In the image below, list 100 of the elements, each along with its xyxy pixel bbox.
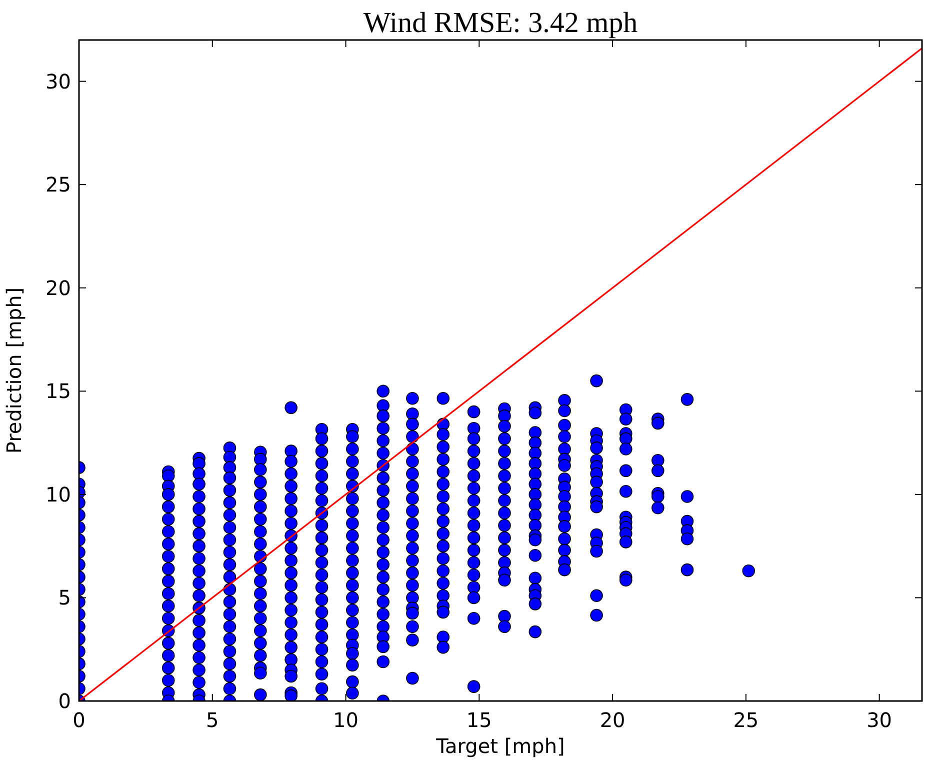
point bbox=[254, 600, 267, 612]
point bbox=[315, 469, 328, 482]
point bbox=[528, 436, 542, 450]
point bbox=[498, 544, 511, 557]
point bbox=[346, 516, 359, 530]
point bbox=[192, 564, 206, 578]
point bbox=[467, 612, 480, 625]
point bbox=[742, 564, 755, 578]
point bbox=[558, 459, 571, 472]
point bbox=[680, 393, 694, 406]
point bbox=[315, 642, 328, 656]
point bbox=[467, 568, 480, 582]
point bbox=[376, 608, 390, 621]
y-tick-label: 30 bbox=[46, 69, 71, 94]
point bbox=[590, 544, 603, 558]
point bbox=[346, 492, 359, 505]
point bbox=[162, 574, 175, 588]
point bbox=[223, 570, 236, 584]
point bbox=[223, 632, 236, 646]
point bbox=[680, 563, 694, 576]
point bbox=[558, 563, 571, 576]
x-axis-title: Target [mph] bbox=[435, 734, 565, 758]
point bbox=[284, 516, 298, 530]
point bbox=[406, 430, 419, 443]
point bbox=[284, 640, 298, 654]
point bbox=[467, 444, 480, 458]
point bbox=[192, 626, 206, 640]
y-tick-label: 5 bbox=[58, 586, 71, 610]
point bbox=[436, 540, 450, 552]
point bbox=[192, 552, 206, 565]
point bbox=[223, 546, 236, 559]
point bbox=[376, 399, 390, 412]
point bbox=[436, 502, 450, 516]
point bbox=[406, 467, 419, 480]
point bbox=[376, 620, 390, 634]
point bbox=[528, 478, 542, 491]
point bbox=[223, 595, 236, 608]
point bbox=[315, 593, 328, 606]
point bbox=[406, 480, 419, 493]
point bbox=[376, 410, 390, 422]
point bbox=[406, 492, 419, 505]
point bbox=[467, 680, 480, 693]
point bbox=[162, 550, 175, 563]
point bbox=[619, 484, 632, 498]
point bbox=[406, 578, 419, 592]
point bbox=[223, 657, 236, 670]
point bbox=[254, 574, 267, 588]
point bbox=[315, 531, 328, 544]
point bbox=[406, 407, 419, 420]
point bbox=[254, 612, 267, 625]
point bbox=[315, 580, 328, 594]
x-tick-label: 5 bbox=[206, 708, 219, 732]
point bbox=[436, 514, 450, 528]
point bbox=[284, 554, 298, 567]
point bbox=[254, 649, 267, 662]
point bbox=[436, 630, 450, 644]
point bbox=[315, 556, 328, 570]
point bbox=[590, 442, 603, 454]
point bbox=[192, 664, 206, 676]
point bbox=[376, 595, 390, 608]
point bbox=[558, 490, 571, 503]
point bbox=[467, 580, 480, 594]
y-tick-label: 15 bbox=[46, 379, 71, 404]
point bbox=[498, 410, 511, 422]
point bbox=[192, 589, 206, 602]
point bbox=[406, 591, 419, 604]
point bbox=[558, 520, 571, 533]
point bbox=[192, 478, 206, 491]
point bbox=[254, 624, 267, 638]
point bbox=[528, 598, 542, 610]
point bbox=[192, 502, 206, 516]
point bbox=[528, 488, 542, 501]
point bbox=[192, 457, 206, 470]
point bbox=[376, 472, 390, 484]
point bbox=[346, 566, 359, 580]
point bbox=[192, 576, 206, 590]
point bbox=[376, 384, 390, 398]
point bbox=[346, 454, 359, 468]
point bbox=[528, 508, 542, 522]
point bbox=[162, 649, 175, 662]
point bbox=[254, 452, 267, 466]
point bbox=[162, 636, 175, 650]
point bbox=[254, 463, 267, 476]
point bbox=[223, 645, 236, 658]
point bbox=[498, 482, 511, 495]
point bbox=[346, 430, 359, 443]
point bbox=[346, 591, 359, 604]
point bbox=[315, 544, 328, 557]
point bbox=[346, 542, 359, 555]
point bbox=[406, 634, 419, 646]
point bbox=[162, 600, 175, 612]
point bbox=[467, 469, 480, 482]
point bbox=[284, 444, 298, 458]
point bbox=[406, 566, 419, 580]
point bbox=[436, 452, 450, 466]
point bbox=[254, 587, 267, 600]
point bbox=[406, 392, 419, 405]
point bbox=[192, 638, 206, 652]
point bbox=[558, 430, 571, 443]
point bbox=[376, 570, 390, 584]
